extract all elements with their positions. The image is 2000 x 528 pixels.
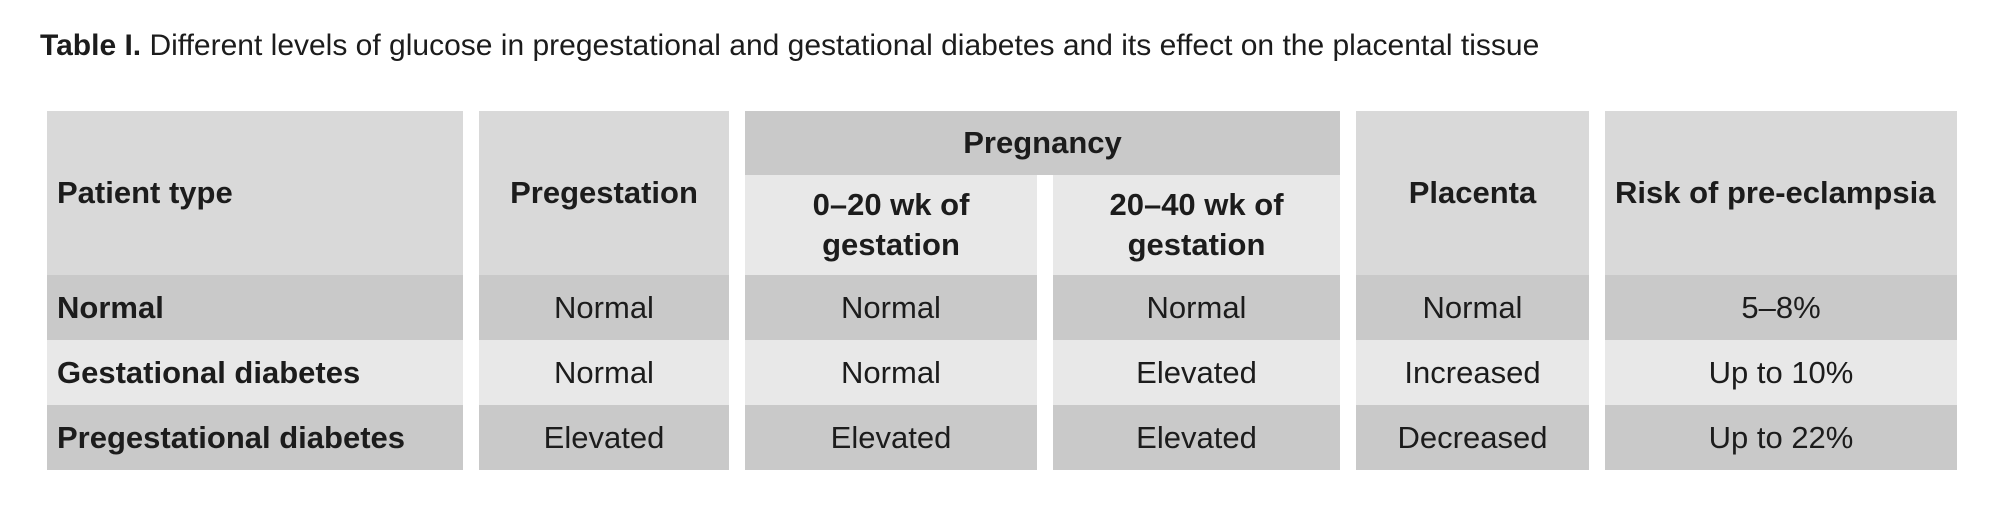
cell-risk: Up to 10% [1605,340,1957,405]
header-patient-type: Patient type [47,111,463,275]
table-row-gestational-diabetes: Gestational diabetes Normal Normal Eleva… [47,340,1957,405]
cell-placenta: Normal [1356,275,1589,340]
cell-patient-type: Pregestational diabetes [47,405,463,470]
cell-risk: Up to 22% [1605,405,1957,470]
header-row-top: Patient type Pregestation Pregnancy Plac… [47,111,1957,275]
table-row-normal: Normal Normal Normal Normal Normal 5–8% [47,275,1957,340]
cell-wk-20-40: Normal [1053,275,1340,340]
header-pregnancy-group: Pregnancy [745,111,1340,175]
cell-wk-0-20: Normal [745,340,1037,405]
header-row-sub: 0–20 wk of gestation 20–40 wk of gestati… [47,175,1957,275]
cell-wk-20-40: Elevated [1053,340,1340,405]
cell-patient-type: Normal [47,275,463,340]
cell-risk: 5–8% [1605,275,1957,340]
cell-wk-0-20: Elevated [745,405,1037,470]
table-caption-label: Table I. [40,29,142,62]
header-wk-20-40: 20–40 wk of gestation [1053,175,1340,275]
table-caption: Table I. Different levels of glucose in … [40,28,1539,64]
table-row-pregestational-diabetes: Pregestational diabetes Elevated Elevate… [47,405,1957,470]
header-pregestation: Pregestation [479,111,729,275]
header-wk-0-20: 0–20 wk of gestation [745,175,1037,275]
cell-placenta: Increased [1356,340,1589,405]
cell-wk-20-40: Elevated [1053,405,1340,470]
cell-patient-type: Gestational diabetes [47,340,463,405]
cell-placenta: Decreased [1356,405,1589,470]
cell-pregestation: Elevated [479,405,729,470]
cell-pregestation: Normal [479,340,729,405]
cell-wk-0-20: Normal [745,275,1037,340]
glucose-levels-table: Patient type Pregestation Pregnancy Plac… [31,111,1973,470]
header-risk-pre-eclampsia: Risk of pre-eclampsia [1605,111,1957,275]
header-placenta: Placenta [1356,111,1589,275]
cell-pregestation: Normal [479,275,729,340]
table-caption-text: Different levels of glucose in pregestat… [141,29,1540,62]
